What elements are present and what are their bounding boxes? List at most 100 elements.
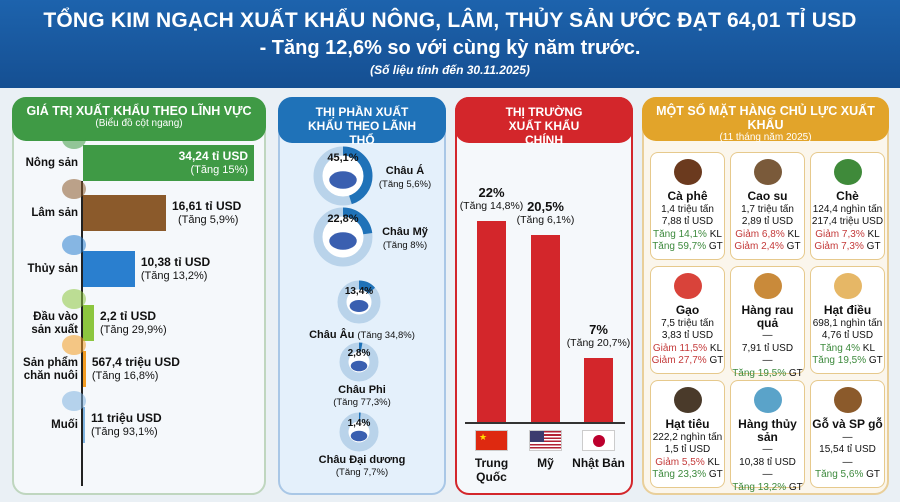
sector-icon — [62, 179, 86, 199]
sector-label: Thủy sản — [27, 263, 78, 275]
change-pct: Tăng 23,3% — [652, 469, 707, 480]
product-name: Chè — [836, 189, 859, 203]
page-subtitle: - Tăng 12,6% so với cùng kỳ năm trước. — [259, 37, 641, 59]
region-name: Châu Phi — [338, 384, 386, 396]
sector-change: (Tăng 93,1%) — [91, 426, 158, 438]
products-panel: MỘT SỐ MẶT HÀNG CHỦ LỰC XUẤT KHẨU (11 th… — [642, 97, 889, 495]
change-pct: — — [762, 469, 773, 480]
product-name: Hạt tiêu — [665, 417, 710, 431]
donut-value: 2,8% — [347, 348, 371, 359]
donut-value: 45,1% — [327, 152, 359, 164]
product-name: Cao su — [747, 189, 788, 203]
change-pct: Tăng 5,6% — [814, 469, 864, 480]
region-title: THỊ PHẦN XUẤT KHẨU THEO LÃNH THỔ — [308, 105, 416, 147]
continent-map-icon — [329, 171, 357, 189]
product-gt-change: Tăng 5,6% GT — [811, 469, 884, 482]
product-name: Gỗ và SP gỗ — [812, 417, 883, 431]
page-title: TỔNG KIM NGẠCH XUẤT KHẨU NÔNG, LÂM, THỦY… — [43, 9, 857, 32]
sector-bar — [83, 251, 135, 287]
market-bar — [584, 358, 613, 422]
coffee-bean-icon — [673, 159, 702, 185]
product-name: Cà phê — [667, 189, 708, 203]
region-name: Châu Mỹ — [382, 226, 428, 238]
usa-flag-icon — [529, 430, 562, 451]
product-volume: — — [842, 431, 853, 443]
market-change: (Tăng 14,8%) — [459, 200, 524, 212]
products-panel-header: MỘT SỐ MẶT HÀNG CHỦ LỰC XUẤT KHẨU (11 th… — [642, 97, 889, 143]
change-pct: Giảm 11,5% — [652, 342, 708, 354]
header: TỔNG KIM NGẠCH XUẤT KHẨU NÔNG, LÂM, THỦY… — [0, 0, 900, 88]
product-gt-change: Tăng 59,7% GT — [651, 241, 724, 254]
change-suffix: GT — [863, 469, 881, 480]
product-gt-change: Tăng 23,3% GT — [651, 469, 724, 482]
donut-segment — [337, 280, 381, 324]
product-kl-change: — — [811, 457, 884, 470]
product-kl-change: — — [731, 355, 804, 368]
change-pct: Giảm 5,5% — [655, 456, 705, 468]
change-pct: — — [762, 355, 773, 366]
sector-subtitle: (Biểu đồ cột ngang) — [95, 118, 183, 129]
fish-icon — [753, 387, 782, 413]
sector-bar — [83, 195, 166, 231]
change-pct: Tăng 19,5% — [732, 367, 787, 379]
continent-map-icon — [350, 430, 368, 442]
sector-label: Sản phẩm chăn nuôi — [23, 357, 78, 382]
cashew-icon — [833, 273, 862, 299]
products-subtitle: (11 tháng năm 2025) — [719, 132, 812, 143]
product-gt-change: Tăng 13,2% GT — [731, 482, 804, 495]
sector-value: 10,38 tỉ USD — [140, 255, 211, 269]
donut-3 — [339, 342, 379, 382]
market-bar — [531, 234, 560, 422]
region-panel-header: THỊ PHẦN XUẤT KHẨU THEO LÃNH THỔ — [278, 97, 446, 147]
change-suffix: GT — [866, 355, 883, 366]
product-card: Cà phê 1,4 triệu tấn 7,88 tỉ USD Tăng 14,1%… — [650, 152, 725, 260]
donut-value: 22,8% — [327, 213, 359, 225]
market-name: Mỹ — [537, 456, 554, 470]
region-change: (Tăng 7,7%) — [335, 467, 389, 478]
baseline — [465, 422, 625, 424]
product-volume: 698,1 nghìn tấn — [812, 317, 883, 329]
change-pct: Giảm 2,4% — [734, 241, 784, 252]
market-value: 22% — [478, 185, 505, 200]
donut-value: 1,4% — [347, 418, 371, 429]
donut-0 — [313, 146, 373, 206]
sector-icon — [62, 235, 86, 255]
china-flag-star: ★ — [479, 432, 488, 442]
continent-map-icon — [350, 360, 368, 372]
product-value: 1,5 tỉ USD — [664, 444, 711, 455]
product-gt-change: Tăng 19,5% GT — [811, 355, 884, 368]
sector-value: 34,24 tỉ USD — [178, 149, 248, 163]
product-value: 7,88 tỉ USD — [661, 216, 714, 227]
product-kl-change: Giảm 6,8% KL — [731, 229, 804, 242]
sector-change: (Tăng 5,9%) — [177, 214, 239, 226]
region-change: (Tăng 5,6%) — [378, 179, 432, 190]
market-change: (Tăng 6,1%) — [516, 213, 575, 226]
product-volume: 124,4 nghìn tấn — [812, 203, 883, 215]
product-volume: 1,4 triệu tấn — [661, 203, 714, 215]
product-gt-change: Tăng 19,5% GT — [731, 368, 804, 381]
change-suffix: GT — [783, 241, 801, 252]
product-volume: — — [762, 444, 773, 455]
change-pct: Giảm 27,7% — [651, 355, 707, 366]
donut-segment — [339, 342, 379, 382]
product-kl-change: Tăng 14,1% KL — [651, 229, 724, 242]
product-kl-change: Giảm 7,3% KL — [811, 229, 884, 242]
market-change: (Tăng 20,7%) — [566, 337, 631, 350]
product-name: Hàng thủy sản — [738, 417, 797, 444]
donut-segment — [313, 146, 373, 206]
tea-leaf-icon — [833, 159, 862, 185]
market-value: 20,5% — [527, 198, 564, 214]
region-panel: THỊ PHẦN XUẤT KHẨU THEO LÃNH THỔ 45,1% Ch… — [278, 97, 446, 495]
wood-logs-icon — [833, 387, 862, 413]
change-suffix: KL — [784, 228, 800, 240]
market-name: Trung Quốc — [474, 456, 509, 484]
change-suffix: GT — [863, 241, 881, 252]
product-value: 4,76 tỉ USD — [821, 330, 874, 341]
region-name: Châu Á — [385, 165, 425, 177]
product-card: Gạo 7,5 triệu tấn 3,83 tỉ USD Giảm 11,5% KL… — [650, 266, 725, 374]
product-card: Hàng thủy sản —10,38 tỉ USD — Tăng 13,2% GT — [730, 380, 805, 493]
sector-icon — [62, 129, 86, 149]
product-card: Hàng rau quả —7,91 tỉ USD — Tăng 19,5% GT — [730, 266, 805, 379]
pepper-icon — [673, 387, 702, 413]
change-pct: Tăng 19,5% — [812, 355, 867, 366]
